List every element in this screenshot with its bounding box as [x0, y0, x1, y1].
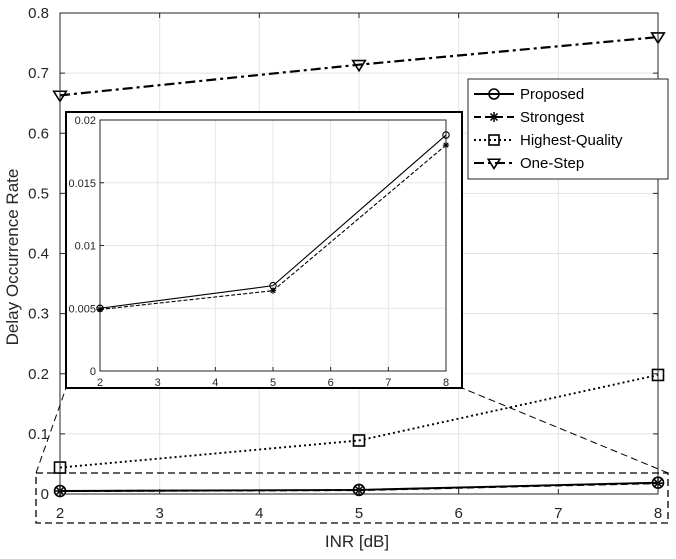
legend-marker: [486, 158, 502, 171]
y-tick-label: 0.7: [28, 65, 49, 82]
legend: Proposed Strongest Highest-Quality One-Step: [467, 78, 669, 180]
data-point-highest-quality: [352, 434, 366, 447]
x-tick-label: 5: [355, 505, 363, 522]
x-tick-label: 8: [654, 505, 662, 522]
inset-data-point-proposed: [96, 304, 104, 312]
inset-y-tick-label: 0: [90, 366, 96, 378]
data-point-one-step: [351, 59, 367, 73]
inset-x-tick-label: 3: [155, 377, 161, 389]
x-tick-label: 2: [56, 505, 64, 522]
x-axis-label: INR [dB]: [325, 532, 389, 551]
y-tick-label: 0.2: [28, 366, 49, 383]
legend-item-proposed: Proposed: [474, 86, 584, 103]
inset-x-tick-label: 8: [443, 377, 449, 389]
zoom-region-box: [35, 387, 669, 524]
y-tick-label: 0.6: [28, 125, 49, 142]
inset-y-tick-label: 0.005: [68, 303, 96, 315]
x-tick-label: 4: [255, 505, 263, 522]
inset-series-line-proposed: [99, 134, 447, 309]
inset-x-tick-label: 2: [97, 377, 103, 389]
inset-x-tick-label: 7: [385, 377, 391, 389]
zoom-connector-right: [461, 387, 669, 474]
legend-item-strongest: Strongest: [474, 109, 585, 126]
legend-label: Highest-Quality: [520, 132, 623, 149]
y-tick-label: 0.8: [28, 5, 49, 22]
inset-x-tick-label: 6: [328, 377, 334, 389]
legend-item-one-step: One-Step: [474, 155, 584, 172]
plot-frame: [59, 12, 659, 495]
legend-label: Strongest: [520, 109, 585, 126]
series-line-highest-quality: [59, 374, 659, 469]
inset-x-tick-label: 4: [212, 377, 218, 389]
legend-label: One-Step: [520, 155, 584, 172]
series-line-one-step: [59, 35, 659, 97]
zoom-connector-left: [35, 387, 67, 474]
x-tick-label: 7: [554, 505, 562, 522]
legend-marker: [489, 112, 499, 122]
x-tick-label: 6: [454, 505, 462, 522]
inset-chart: 2 3 4 5 6 7 8 0 0.005 0.01 0.015 0.02: [65, 111, 463, 389]
legend-marker: [488, 134, 500, 146]
y-axis-label: Delay Occurrence Rate: [3, 169, 22, 346]
inset-y-tick-label: 0.015: [68, 178, 96, 190]
inset-data-point-strongest: [442, 141, 450, 149]
inset-y-tick-label: 0.01: [75, 241, 96, 253]
data-point-proposed: [352, 483, 366, 497]
x-tick-label: 3: [155, 505, 163, 522]
y-tick-label: 0.3: [28, 306, 49, 323]
legend-label: Proposed: [520, 86, 584, 103]
y-tick-label: 0.4: [28, 246, 49, 263]
main-axes: 2 3 4 5 6 7 8 0 0.1 0.2 0.3 0.4 0.5 0.6 0.7 0.8: [28, 5, 662, 522]
inset-data-point-proposed: [269, 281, 277, 290]
y-tick-label: 0: [41, 486, 49, 503]
inset-plot-frame: [99, 119, 447, 372]
inset-x-tick-label: 5: [270, 377, 276, 389]
legend-marker: [488, 88, 500, 100]
y-tick-label: 0.1: [28, 426, 49, 443]
y-tick-label: 0.5: [28, 185, 49, 202]
legend-item-highest-quality: Highest-Quality: [474, 132, 623, 149]
inset-data-point-proposed: [442, 131, 450, 139]
inset-y-tick-label: 0.02: [75, 115, 96, 127]
